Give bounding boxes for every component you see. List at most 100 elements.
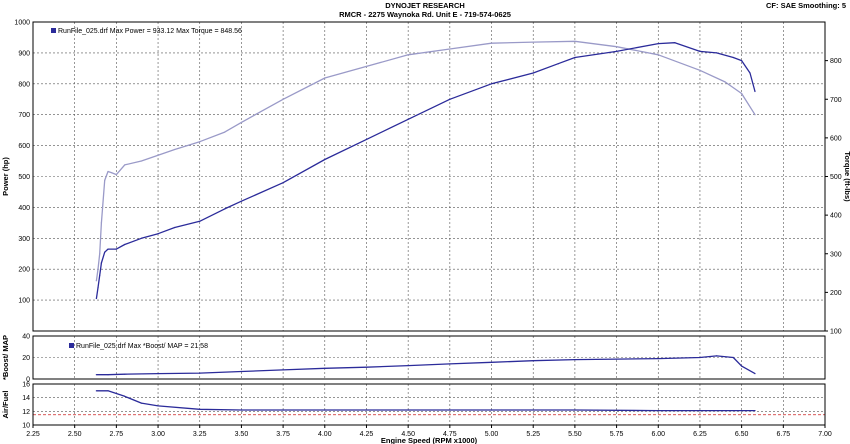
x-tick-label: 6.25: [693, 431, 707, 438]
torque-line-point: [99, 253, 101, 255]
y-tick-label-left: 1000: [14, 20, 30, 27]
boost-line-point: [741, 365, 743, 367]
legend-swatch: [51, 28, 56, 33]
y-tick-label-left: 400: [18, 205, 30, 212]
x-tick-label: 5.00: [485, 431, 499, 438]
power-line-point: [174, 226, 176, 229]
power-line-point: [615, 50, 618, 52]
x-tick-label: 4.75: [443, 431, 457, 438]
afr-line-point: [282, 409, 284, 411]
power-line-point: [741, 60, 743, 62]
boost-line-point: [732, 356, 734, 359]
torque-line-point: [174, 148, 176, 151]
torque-line-point: [532, 41, 534, 43]
boost-line-point: [199, 372, 201, 374]
power-line-point: [365, 138, 368, 141]
torque-line-point: [282, 98, 284, 100]
y-tick-label-right: 100: [830, 329, 842, 336]
afr-line-point: [199, 408, 201, 410]
chart-subtitle: RMCR - 2275 Waynoka Rd. Unit E - 719-574…: [339, 10, 511, 19]
afr-line-point: [741, 410, 743, 412]
x-tick-label: 3.50: [235, 431, 249, 438]
afr-line-point: [95, 390, 97, 392]
x-tick-label: 3.00: [151, 431, 165, 438]
power-line-point: [140, 237, 142, 239]
power-line-point: [699, 50, 701, 52]
y-tick-label-left: 700: [18, 112, 30, 119]
x-tick-label: 7.00: [818, 431, 832, 438]
power-line-point: [407, 118, 409, 120]
afr-line-point: [107, 390, 109, 392]
y-tick-label-left: 200: [18, 267, 30, 274]
y-tick-label-afr: 14: [22, 395, 30, 402]
y-tick-label-boost: 20: [22, 355, 30, 362]
power-line-point: [657, 43, 659, 45]
torque-line-point: [449, 48, 451, 50]
boost-line-point: [449, 363, 451, 365]
power-line-point: [124, 243, 126, 246]
boost-line-point: [532, 360, 534, 362]
y-tick-label-boost: 0: [26, 377, 30, 384]
afr-line-point: [490, 409, 493, 411]
afr-line-point: [157, 405, 159, 407]
torque-line-point: [104, 179, 106, 181]
power-line-point: [490, 83, 493, 85]
power-line-point: [107, 248, 109, 250]
torque-line-point: [110, 172, 112, 174]
afr-line-point: [657, 410, 659, 412]
y-tick-label-boost: 40: [22, 334, 30, 341]
torque-line-point: [574, 40, 576, 42]
torque-line-point: [115, 173, 117, 176]
x-tick-label: 3.75: [276, 431, 290, 438]
boost-line: [96, 355, 756, 376]
y-tick-label-left: 100: [18, 298, 30, 305]
x-tick-label: 3.25: [193, 431, 207, 438]
correction-factor-info: CF: SAE Smoothing: 5: [766, 1, 846, 10]
boost-line-point: [324, 367, 326, 369]
x-tick-label: 6.50: [735, 431, 749, 438]
boost-line-point: [124, 373, 126, 375]
boost-line-point: [657, 357, 659, 360]
power-line-point: [100, 262, 102, 264]
torque-line-point: [224, 131, 226, 133]
torque-line-point: [199, 141, 201, 143]
afr-line-point: [140, 402, 142, 404]
torque-line-point: [324, 77, 326, 79]
power-line-point: [115, 248, 117, 250]
power-line-point: [449, 98, 451, 100]
torque-line-point: [124, 164, 126, 166]
torque-line-point: [365, 65, 368, 68]
power-line-point: [324, 158, 326, 161]
y-axis-label-left: Power (hp): [1, 157, 10, 196]
x-tick-label: 5.25: [526, 431, 540, 438]
boost-panel: [32, 335, 826, 380]
power-line-point: [224, 208, 226, 210]
y-tick-label-right: 200: [830, 290, 842, 297]
y-axis-label-boost: *Boost/ MAP: [1, 335, 10, 380]
y-tick-label-afr: 12: [22, 409, 30, 416]
torque-line-point: [741, 92, 743, 95]
power-line-point: [95, 297, 97, 300]
boost-line-point: [574, 359, 576, 361]
y-tick-label-left: 500: [18, 174, 30, 181]
torque-line-point: [240, 121, 243, 124]
power-line-point: [282, 182, 284, 184]
afr-line: [96, 390, 755, 412]
air-fuel-panel: [32, 383, 826, 426]
legend-swatch: [69, 343, 74, 348]
boost-line-point: [754, 373, 756, 375]
torque-line-point: [140, 160, 142, 162]
x-tick-label: 5.75: [610, 431, 624, 438]
y-tick-label-right: 300: [830, 251, 842, 258]
torque-line-point: [615, 46, 618, 48]
boost-line-point: [490, 361, 493, 363]
x-tick-label: 5.50: [568, 431, 582, 438]
y-tick-label-left: 600: [18, 143, 30, 150]
power-line-point: [99, 274, 101, 276]
power-line-point: [574, 56, 576, 59]
afr-line-point: [699, 410, 701, 412]
legend-entry-boost: RunFile_025.drf Max *Boost/ MAP = 21.58: [76, 343, 208, 350]
afr-line-point: [324, 409, 326, 411]
power-line-point: [557, 63, 559, 65]
torque-line-point: [100, 222, 102, 224]
